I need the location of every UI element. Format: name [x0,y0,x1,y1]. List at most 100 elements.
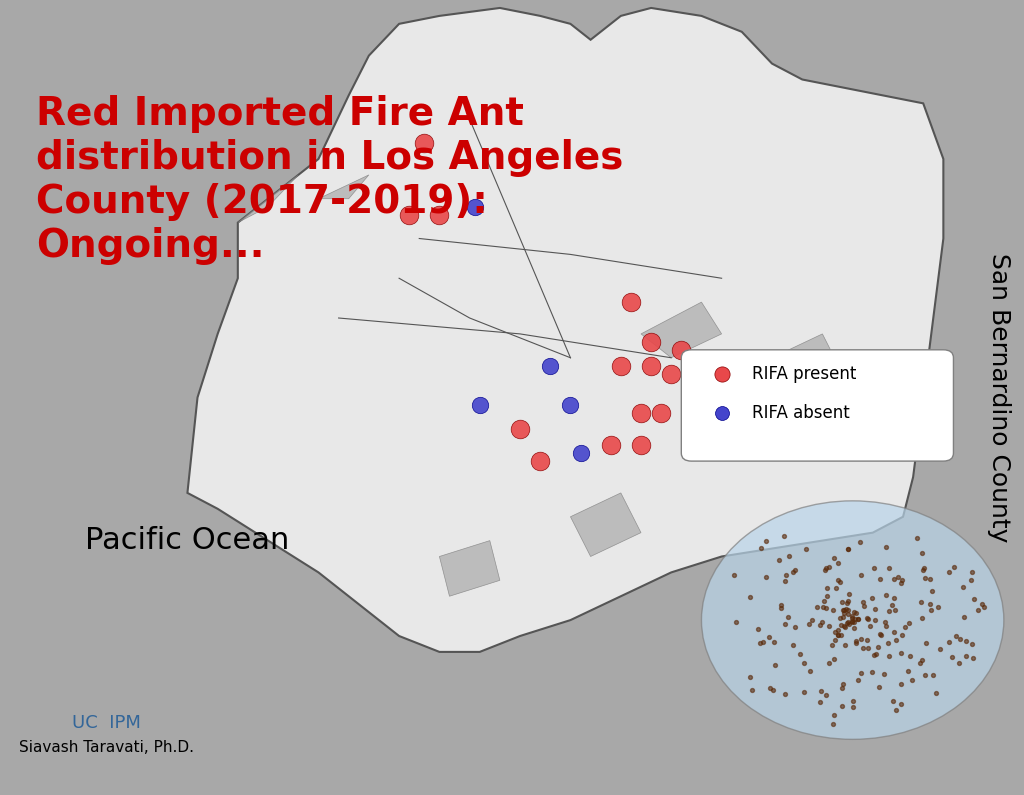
Point [714,399,730,412]
Point [839,597,855,610]
Point [880,637,896,650]
Point [416,137,432,149]
Point [830,574,847,587]
Point [954,580,971,593]
Point [848,635,864,648]
Point [777,569,794,582]
Point [829,629,846,642]
Point [818,689,835,702]
Circle shape [701,501,1004,739]
Point [878,620,894,633]
Point [773,599,790,611]
Point [758,571,774,584]
Point [909,532,926,545]
Point [776,688,793,700]
Point [820,657,837,669]
Point [850,674,866,687]
Polygon shape [318,175,369,199]
Point [911,656,928,669]
Point [888,634,904,646]
Text: RIFA absent: RIFA absent [752,405,850,422]
Point [915,561,932,574]
Point [798,542,814,555]
Point [974,597,990,610]
Point [855,642,871,654]
Point [894,629,910,642]
Point [966,593,982,606]
Point [923,598,939,611]
Point [796,657,812,669]
Point [815,601,831,614]
Point [826,634,843,646]
Point [840,615,856,628]
Point [913,595,930,608]
Polygon shape [772,334,843,398]
Point [841,618,857,630]
Point [754,541,770,554]
Point [844,615,860,627]
Point [859,634,876,646]
Point [846,622,862,634]
Point [913,547,930,560]
Point [824,639,841,652]
Point [887,604,903,617]
Point [840,543,856,556]
Point [777,575,794,588]
Point [866,649,883,661]
Point [532,455,549,467]
Point [871,572,888,585]
Point [633,407,649,420]
Point [867,647,884,660]
Text: Siavash Taravati, Ph.D.: Siavash Taravati, Ph.D. [19,740,195,754]
Text: Red Imported Fire Ant
distribution in Los Angeles
County (2017-2019):
Ongoing...: Red Imported Fire Ant distribution in Lo… [36,95,624,266]
Point [888,704,904,716]
Point [683,367,699,380]
Point [876,668,892,681]
Point [812,619,828,631]
Point [818,562,835,575]
Point [966,651,982,664]
Point [970,604,986,617]
Point [964,638,980,650]
Point [928,686,944,699]
Point [512,423,528,436]
Point [840,604,856,617]
Point [813,685,829,698]
Point [863,665,880,678]
Point [780,550,797,563]
Polygon shape [238,175,298,223]
Text: Pacific Ocean: Pacific Ocean [85,526,290,555]
Point [673,343,689,356]
Point [923,603,939,616]
Point [846,606,862,619]
Point [890,571,906,584]
Point [833,619,849,631]
Point [866,613,883,626]
Point [653,407,670,420]
Point [853,633,869,646]
Point [930,600,946,613]
Point [826,552,843,564]
Point [897,621,913,634]
Point [776,618,793,630]
Point [866,561,883,574]
Point [902,650,919,663]
Point [855,595,871,608]
Point [894,574,910,587]
Point [834,595,850,608]
Point [860,613,877,626]
Point [786,564,803,576]
Point [802,665,818,677]
Point [870,641,887,653]
Point [431,208,447,221]
Point [820,619,837,632]
Point [562,399,579,412]
Point [863,591,880,604]
Point [840,595,856,608]
Point [819,582,836,595]
Point [845,700,861,713]
Point [835,700,851,712]
Point [758,535,774,548]
Point [882,650,898,662]
Point [952,632,969,645]
